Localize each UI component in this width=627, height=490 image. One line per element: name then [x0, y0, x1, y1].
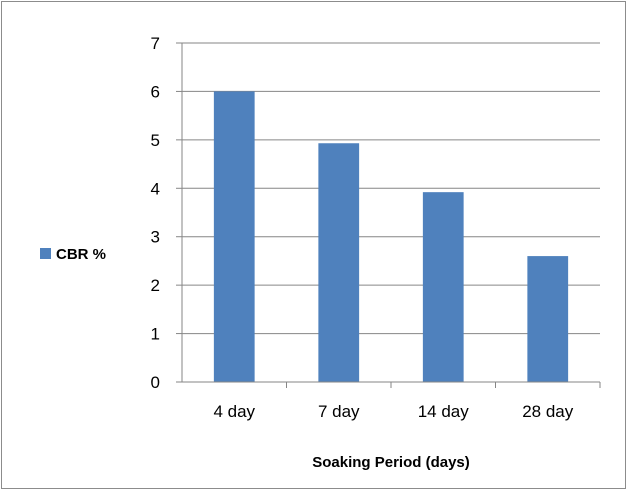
x-tick-label: 4 day	[213, 402, 255, 421]
y-tick-label: 1	[151, 325, 160, 344]
bars-group	[213, 91, 569, 382]
y-tick-label: 3	[151, 228, 160, 247]
y-tick-label: 5	[151, 131, 160, 150]
legend-label: CBR %	[56, 246, 106, 263]
axes	[176, 42, 601, 388]
y-tick-label: 2	[151, 276, 160, 295]
y-tick-label: 0	[151, 373, 160, 392]
x-tick-label: 28 day	[522, 402, 574, 421]
legend-swatch	[40, 248, 51, 259]
bar	[527, 256, 569, 382]
x-tick-label: 7 day	[318, 402, 360, 421]
x-axis-title: Soaking Period (days)	[312, 454, 470, 471]
bar	[213, 91, 255, 382]
y-tick-label: 6	[151, 82, 160, 101]
y-tick-label: 4	[151, 179, 160, 198]
bar	[422, 192, 464, 382]
y-tick-label: 7	[151, 34, 160, 53]
y-tick-labels: 0 1 2 3 4 5 6 7	[151, 34, 160, 392]
bar	[318, 143, 360, 382]
x-tick-label: 14 day	[418, 402, 470, 421]
x-tick-labels: 4 day 7 day 14 day 28 day	[213, 402, 573, 421]
legend: CBR %	[40, 246, 106, 263]
